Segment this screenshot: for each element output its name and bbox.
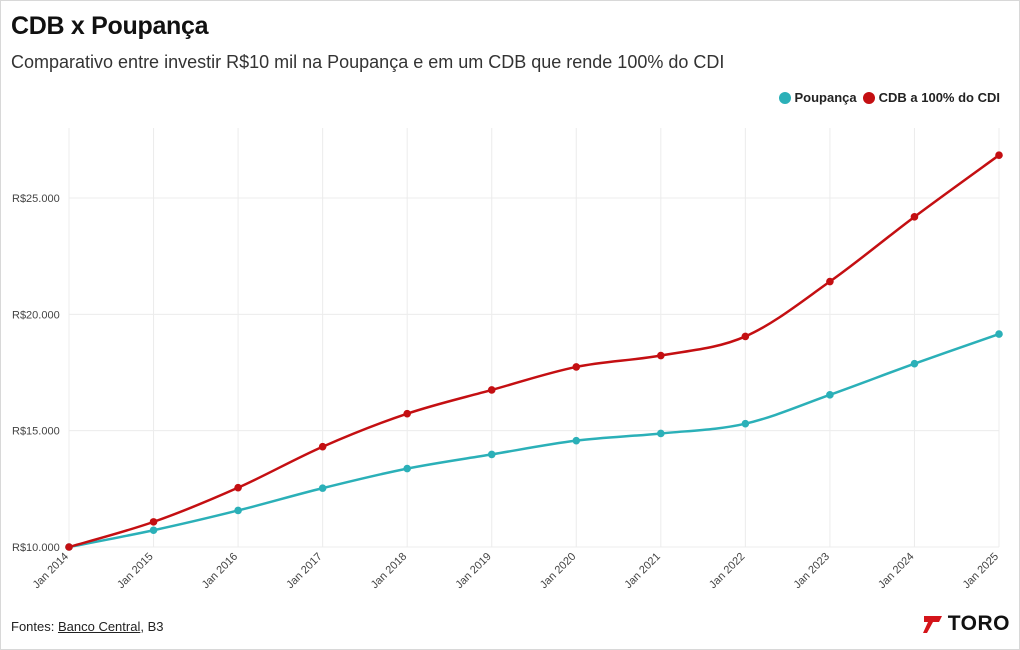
chart-title: CDB x Poupança	[11, 12, 209, 40]
legend: Poupança CDB a 100% do CDI	[778, 90, 1000, 105]
x-tick-label: Jan 2022	[707, 551, 747, 591]
line-chart: R$10.000 R$15.000 R$20.000 R$25.000 Jan 2014…	[12, 128, 1003, 591]
x-tick-label: Jan 2018	[369, 551, 409, 591]
source-link-banco-central[interactable]: Banco Central	[57, 619, 141, 634]
source-suffix: , B3	[140, 619, 164, 634]
x-tick-label: Jan 2020	[538, 551, 578, 591]
data-point-poupanca	[995, 330, 1003, 338]
x-tick-label: Jan 2023	[792, 551, 832, 591]
source-prefix: Fontes:	[11, 619, 58, 634]
legend-label-poupanca: Poupança	[794, 90, 857, 105]
x-tick-label: Jan 2019	[453, 551, 493, 591]
data-point-poupanca	[403, 464, 411, 473]
data-point-cdb	[318, 442, 327, 451]
y-tick-label: R$25.000	[12, 193, 60, 205]
data-point-cdb	[234, 483, 242, 492]
legend-item-poupanca: Poupança	[778, 90, 857, 105]
toro-logo: TORO	[922, 612, 1010, 636]
legend-marker-poupanca	[778, 91, 791, 104]
data-point-poupanca	[149, 526, 158, 535]
y-tick-label: R$10.000	[12, 542, 60, 554]
data-point-cdb	[995, 151, 1003, 159]
legend-label-cdb: CDB a 100% do CDI	[878, 90, 1000, 105]
data-point-cdb	[403, 409, 411, 418]
logo-text: TORO	[947, 612, 1010, 635]
toro-logo-icon	[922, 616, 942, 633]
y-tick-label: R$15.000	[12, 426, 60, 438]
data-point-cdb	[826, 277, 834, 286]
x-tick-label: Jan 2024	[876, 551, 916, 591]
legend-marker-cdb	[862, 91, 875, 104]
x-tick-label: Jan 2016	[200, 551, 240, 591]
data-point-cdb	[572, 363, 581, 371]
legend-item-cdb: CDB a 100% do CDI	[862, 90, 1000, 105]
data-point-poupanca	[318, 484, 327, 492]
data-point-poupanca	[741, 419, 750, 428]
data-point-poupanca	[826, 391, 834, 399]
y-tick-label: R$20.000	[12, 309, 60, 321]
x-tick-label: Jan 2015	[115, 551, 155, 591]
x-tick-label: Jan 2014	[31, 551, 71, 591]
data-point-poupanca	[910, 359, 919, 368]
data-point-cdb	[910, 213, 919, 221]
data-point-poupanca	[572, 436, 581, 445]
data-point-cdb	[657, 351, 665, 360]
source-note: Fontes: Banco Central, B3	[11, 619, 163, 634]
x-tick-label: Jan 2025	[961, 551, 1001, 591]
x-tick-label: Jan 2017	[284, 551, 324, 591]
series-line-cdb	[68, 154, 1000, 549]
data-point-cdb	[65, 543, 73, 551]
data-point-poupanca	[657, 429, 665, 438]
data-point-cdb	[741, 332, 750, 341]
data-point-poupanca	[234, 506, 242, 515]
series-line-poupanca	[68, 332, 1000, 549]
data-point-cdb	[487, 386, 496, 394]
chart-subtitle: Comparativo entre investir R$10 mil na P…	[11, 52, 725, 72]
data-point-poupanca	[487, 450, 496, 459]
x-tick-label: Jan 2021	[622, 551, 662, 591]
data-point-cdb	[149, 518, 158, 526]
